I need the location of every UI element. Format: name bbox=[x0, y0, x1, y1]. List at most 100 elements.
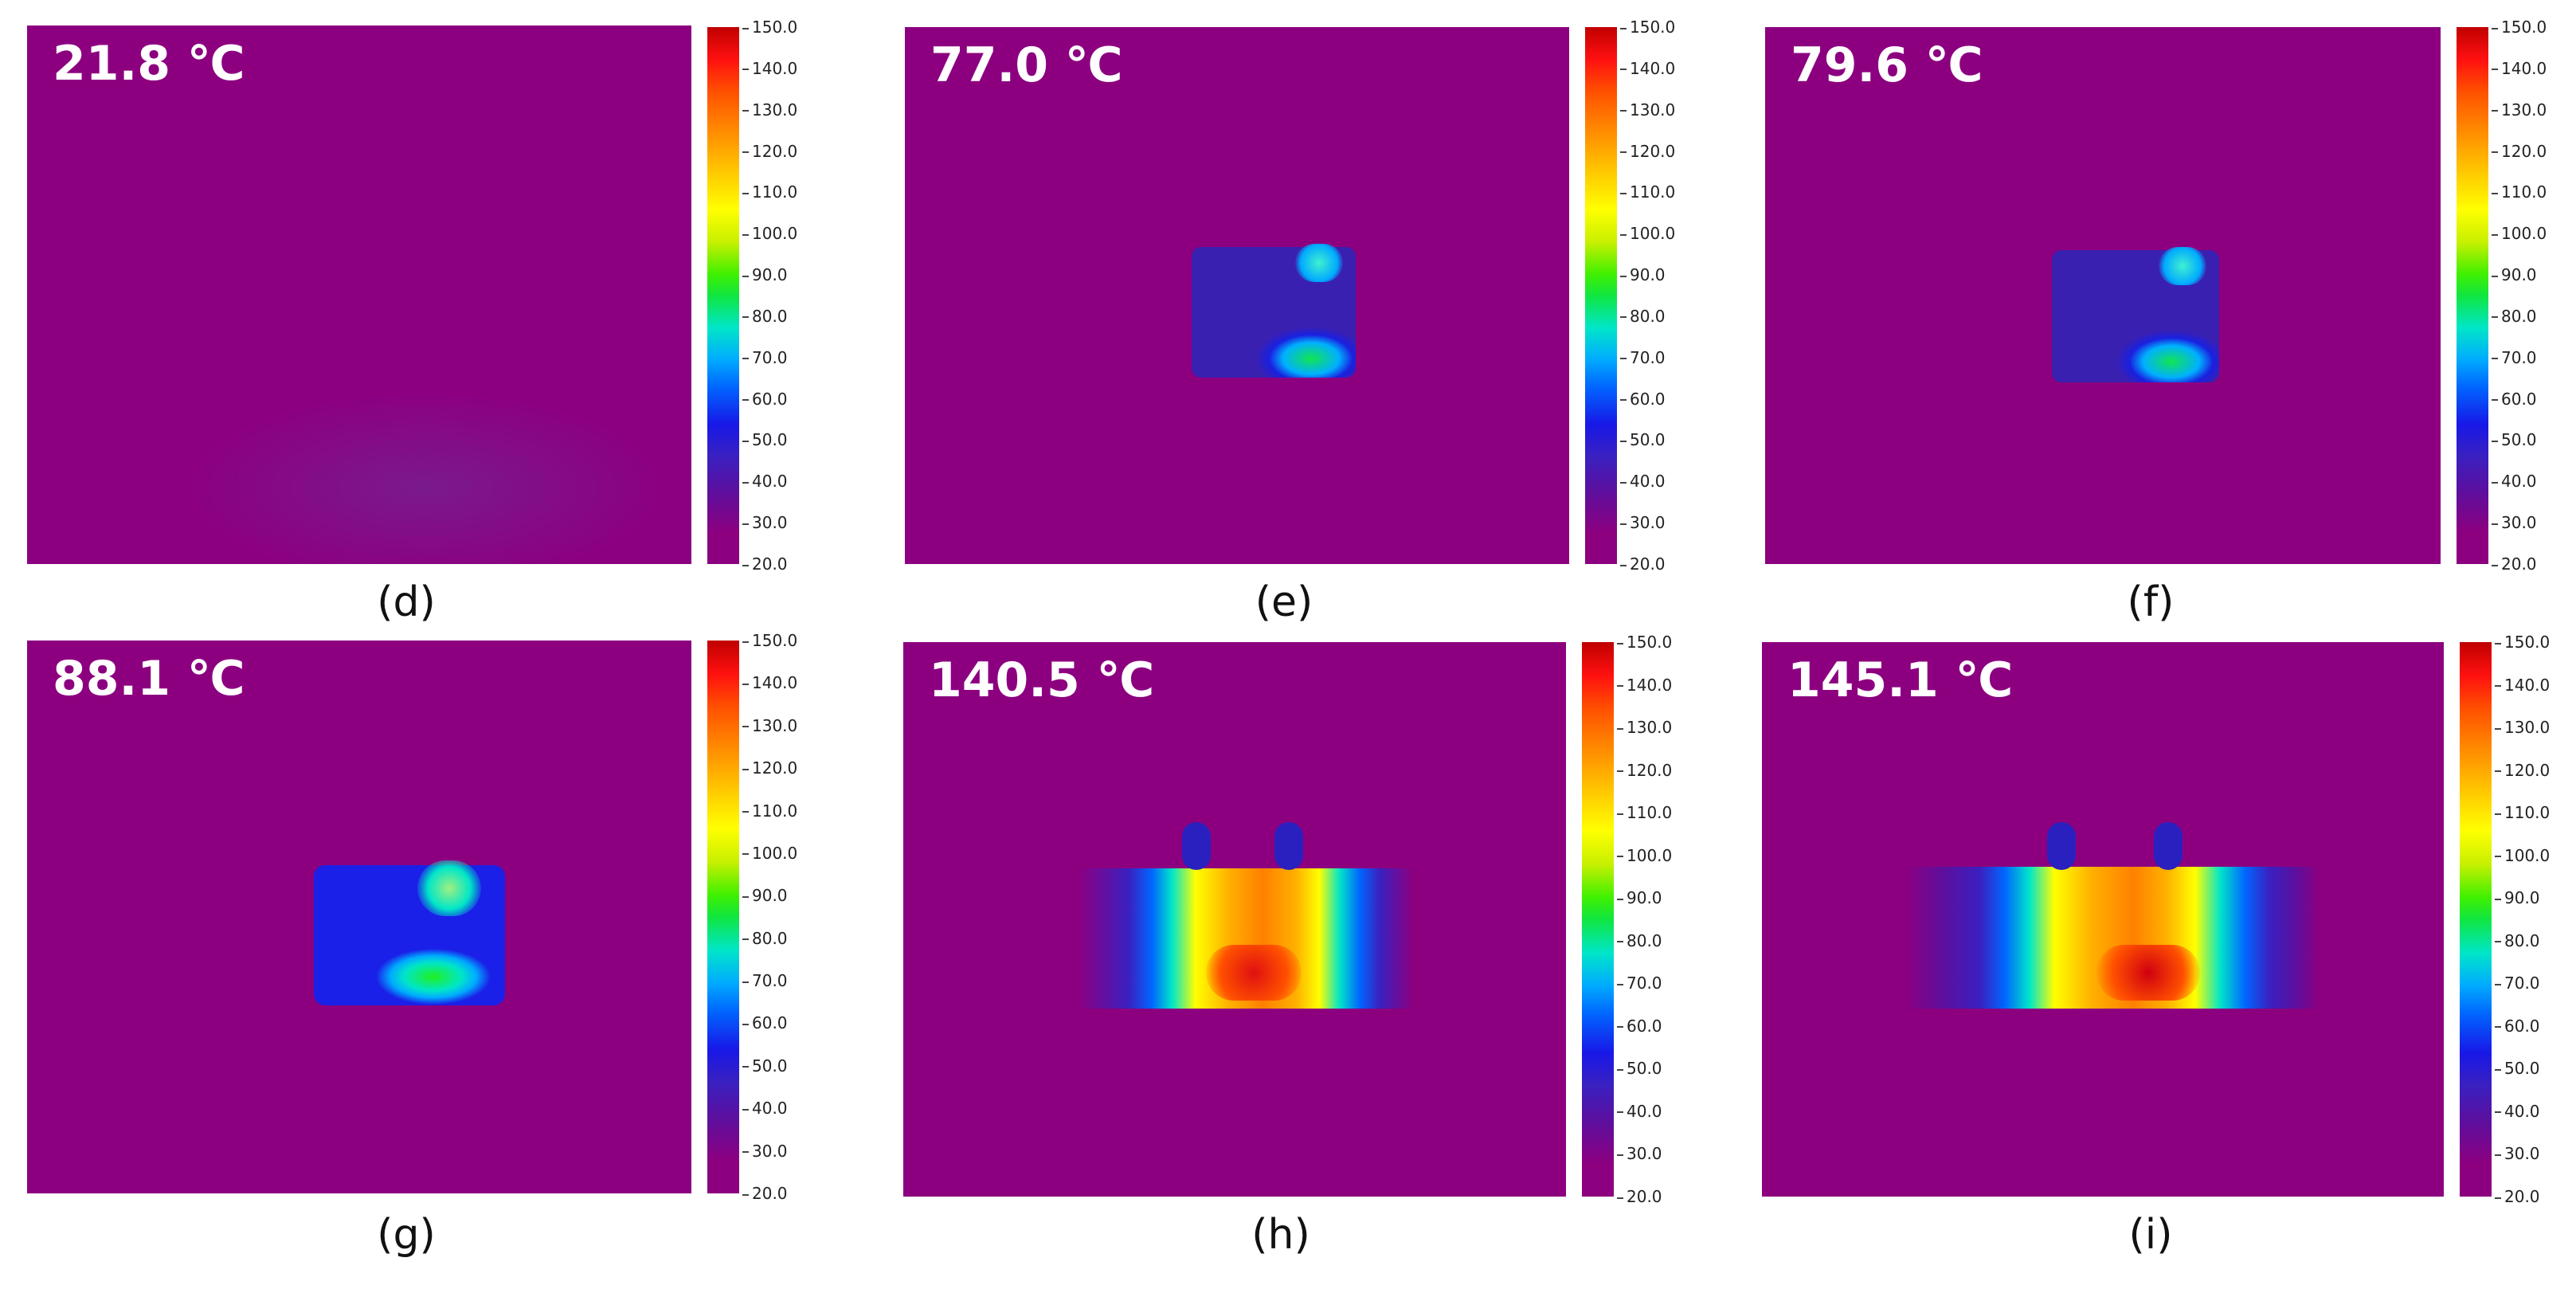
temperature-readout: 88.1 ℃ bbox=[53, 651, 245, 707]
colorbar-tick-label: 60.0 bbox=[744, 1015, 788, 1031]
thermal-image-g: 88.1 ℃ bbox=[27, 641, 691, 1193]
colorbar-tick-label: 30.0 bbox=[2493, 515, 2537, 531]
thermal-image-f: 79.6 ℃ bbox=[1765, 27, 2441, 564]
colorbar-tick-label: 40.0 bbox=[2493, 473, 2537, 489]
colorbar-tick-label: 90.0 bbox=[2493, 267, 2537, 283]
colorbar-tick-label: 70.0 bbox=[744, 350, 788, 366]
hot-spot bbox=[1295, 244, 1343, 282]
colorbar bbox=[707, 27, 739, 564]
colorbar-tick-label: 130.0 bbox=[1622, 102, 1675, 118]
colorbar-tick-label: 30.0 bbox=[2496, 1146, 2540, 1162]
hot-spot bbox=[1206, 945, 1302, 1001]
colorbar-tick-label: 20.0 bbox=[744, 556, 788, 572]
colorbar-tick-label: 110.0 bbox=[1619, 805, 1672, 821]
colorbar-tick-label: 150.0 bbox=[2496, 634, 2550, 650]
colorbar-ticks: 150.0 140.0 130.0 120.0 110.0 100.0 90.0 80.0 70… bbox=[2496, 634, 2550, 1205]
panel-label: (f) bbox=[2127, 578, 2175, 626]
hot-spot bbox=[2159, 247, 2206, 285]
colorbar-tick-label: 70.0 bbox=[2493, 350, 2537, 366]
colorbar-tick-label: 40.0 bbox=[1619, 1103, 1662, 1119]
colorbar-tick-label: 70.0 bbox=[2496, 975, 2540, 991]
colorbar-tick-label: 20.0 bbox=[744, 1185, 788, 1201]
stub-left bbox=[1182, 822, 1211, 870]
colorbar bbox=[2460, 642, 2492, 1197]
colorbar-tick-label: 130.0 bbox=[2493, 102, 2547, 118]
colorbar-tick-label: 70.0 bbox=[744, 973, 788, 989]
colorbar-ticks: 150.0 140.0 130.0 120.0 110.0 100.0 90.0 80.0 70… bbox=[1619, 634, 1672, 1205]
colorbar-tick-label: 100.0 bbox=[1622, 225, 1675, 241]
colorbar-tick-label: 60.0 bbox=[1619, 1018, 1662, 1034]
thermal-image-d: 21.8 ℃ bbox=[27, 25, 691, 564]
colorbar-tick-label: 150.0 bbox=[744, 19, 797, 35]
colorbar-tick-label: 90.0 bbox=[1622, 267, 1666, 283]
panel-label: (e) bbox=[1255, 578, 1313, 626]
colorbar-tick-label: 130.0 bbox=[744, 718, 797, 734]
colorbar-tick-label: 140.0 bbox=[744, 61, 797, 76]
colorbar-tick-label: 70.0 bbox=[1619, 975, 1662, 991]
colorbar-tick-label: 100.0 bbox=[1619, 848, 1672, 864]
colorbar-tick-label: 140.0 bbox=[1622, 61, 1675, 76]
colorbar-tick-label: 130.0 bbox=[1619, 719, 1672, 735]
colorbar-tick-label: 60.0 bbox=[2496, 1018, 2540, 1034]
colorbar-tick-label: 120.0 bbox=[1622, 143, 1675, 159]
colorbar-tick-label: 140.0 bbox=[2496, 677, 2550, 693]
panel-label: (d) bbox=[377, 578, 436, 626]
stub-right bbox=[1274, 822, 1303, 870]
colorbar bbox=[2457, 27, 2488, 564]
colorbar-ticks: 150.0 140.0 130.0 120.0 110.0 100.0 90.0 80.0 70… bbox=[744, 633, 797, 1201]
colorbar-tick-label: 130.0 bbox=[744, 102, 797, 118]
panel-label: (g) bbox=[377, 1211, 436, 1259]
colorbar-tick-label: 60.0 bbox=[744, 391, 788, 407]
colorbar-ticks: 150.0 140.0 130.0 120.0 110.0 100.0 90.0 80.0 70… bbox=[2493, 19, 2547, 572]
colorbar-ticks: 150.0 140.0 130.0 120.0 110.0 100.0 90.0 80.0 70… bbox=[744, 19, 797, 572]
colorbar-tick-label: 140.0 bbox=[744, 675, 797, 691]
colorbar bbox=[707, 641, 739, 1193]
colorbar-tick-label: 40.0 bbox=[1622, 473, 1666, 489]
temperature-readout: 77.0 ℃ bbox=[930, 37, 1123, 93]
colorbar-tick-label: 130.0 bbox=[2496, 719, 2550, 735]
colorbar-tick-label: 110.0 bbox=[744, 803, 797, 819]
colorbar-tick-label: 90.0 bbox=[2496, 890, 2540, 906]
colorbar-tick-label: 80.0 bbox=[2493, 308, 2537, 324]
colorbar-tick-label: 140.0 bbox=[1619, 677, 1672, 693]
colorbar bbox=[1582, 642, 1614, 1197]
colorbar-tick-label: 120.0 bbox=[1619, 762, 1672, 778]
colorbar-tick-label: 30.0 bbox=[744, 1143, 788, 1159]
colorbar-tick-label: 120.0 bbox=[744, 143, 797, 159]
colorbar-tick-label: 80.0 bbox=[744, 308, 788, 324]
colorbar-tick-label: 30.0 bbox=[1622, 515, 1666, 531]
colorbar-tick-label: 100.0 bbox=[2493, 225, 2547, 241]
colorbar-tick-label: 140.0 bbox=[2493, 61, 2547, 76]
colorbar-tick-label: 70.0 bbox=[1622, 350, 1666, 366]
colorbar-tick-label: 50.0 bbox=[2493, 432, 2537, 448]
thermal-image-i: 145.1 ℃ bbox=[1762, 642, 2444, 1197]
colorbar-ticks: 150.0 140.0 130.0 120.0 110.0 100.0 90.0 80.0 70… bbox=[1622, 19, 1675, 572]
colorbar-tick-label: 90.0 bbox=[744, 267, 788, 283]
colorbar-tick-label: 50.0 bbox=[744, 1058, 788, 1074]
colorbar-tick-label: 150.0 bbox=[2493, 19, 2547, 35]
colorbar-tick-label: 20.0 bbox=[2496, 1189, 2540, 1205]
colorbar-tick-label: 100.0 bbox=[2496, 848, 2550, 864]
colorbar-tick-label: 110.0 bbox=[744, 184, 797, 200]
colorbar-tick-label: 100.0 bbox=[744, 225, 797, 241]
colorbar-tick-label: 110.0 bbox=[2496, 805, 2550, 821]
colorbar-tick-label: 80.0 bbox=[1622, 308, 1666, 324]
colorbar-tick-label: 80.0 bbox=[1619, 933, 1662, 949]
thermal-image-h: 140.5 ℃ bbox=[903, 642, 1566, 1197]
stub-left bbox=[2047, 822, 2076, 870]
colorbar-tick-label: 150.0 bbox=[1619, 634, 1672, 650]
colorbar-tick-label: 40.0 bbox=[744, 473, 788, 489]
colorbar-tick-label: 50.0 bbox=[1619, 1060, 1662, 1076]
colorbar-tick-label: 120.0 bbox=[2493, 143, 2547, 159]
colorbar-tick-label: 60.0 bbox=[2493, 391, 2537, 407]
hot-spot bbox=[417, 860, 481, 916]
colorbar-tick-label: 110.0 bbox=[1622, 184, 1675, 200]
colorbar-tick-label: 90.0 bbox=[1619, 890, 1662, 906]
panel-label: (i) bbox=[2128, 1211, 2173, 1259]
colorbar-tick-label: 40.0 bbox=[2496, 1103, 2540, 1119]
colorbar-tick-label: 20.0 bbox=[1619, 1189, 1662, 1205]
temperature-readout: 140.5 ℃ bbox=[929, 652, 1155, 708]
colorbar-tick-label: 50.0 bbox=[744, 432, 788, 448]
colorbar-tick-label: 110.0 bbox=[2493, 184, 2547, 200]
colorbar-tick-label: 80.0 bbox=[744, 931, 788, 946]
